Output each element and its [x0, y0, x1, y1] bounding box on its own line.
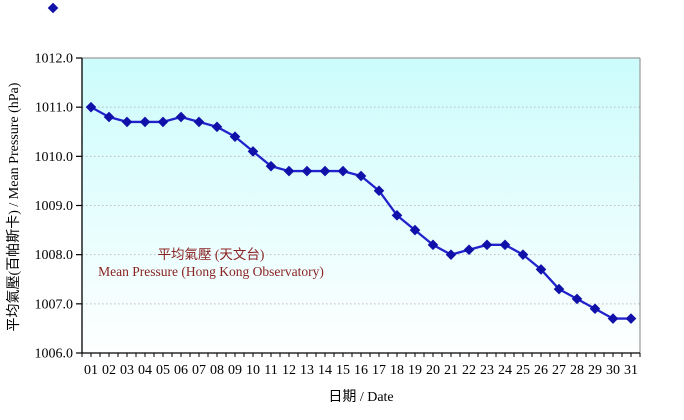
data-point-marker [517, 249, 529, 260]
x-tick-label: 30 [606, 363, 620, 378]
x-tick-label: 26 [534, 363, 548, 378]
data-point-marker [409, 224, 421, 236]
x-tick-label: 08 [210, 363, 224, 378]
x-tick-label: 25 [516, 363, 530, 378]
x-tick-label: 14 [318, 363, 332, 378]
x-tick-label: 23 [480, 363, 494, 378]
data-point-marker [103, 111, 115, 123]
data-point-marker [535, 264, 547, 275]
x-tick-label: 29 [588, 363, 602, 378]
x-tick-label: 15 [336, 363, 350, 378]
y-tick-label: 1008.0 [35, 248, 74, 263]
y-tick-label: 1010.0 [35, 150, 74, 165]
series-legend: 平均氣壓 (天文台) Mean Pressure (Hong Kong Obse… [82, 246, 340, 280]
x-axis-title: 日期 / Date [328, 390, 394, 405]
y-axis-ticks: 1006.0 1007.0 1008.0 1009.0 1010.0 1011.0 1012… [35, 52, 82, 362]
y-axis-title: 平均氣壓(百帕斯卡) / Mean Pressure (hPa) [7, 82, 22, 332]
data-point-marker [445, 249, 457, 260]
x-tick-label: 12 [282, 363, 296, 378]
data-point-marker [283, 165, 295, 177]
x-tick-label: 18 [390, 363, 404, 378]
data-point-marker [571, 293, 583, 305]
legend-label-chinese: 平均氣壓 (天文台) [157, 247, 265, 262]
legend-label-english: Mean Pressure (Hong Kong Observatory) [98, 264, 324, 279]
x-tick-label: 22 [462, 363, 476, 378]
data-point-marker [463, 244, 475, 256]
data-point-marker [625, 313, 637, 324]
x-tick-label: 11 [264, 363, 277, 378]
x-tick-label: 28 [570, 363, 584, 378]
x-tick-label: 20 [426, 363, 440, 378]
data-point-marker [139, 116, 151, 128]
data-point-marker [553, 283, 565, 295]
data-point-marker [157, 116, 169, 128]
x-tick-label: 24 [498, 363, 512, 378]
data-point-marker [85, 101, 97, 113]
data-point-marker [319, 165, 331, 177]
y-tick-label: 1009.0 [35, 199, 74, 214]
x-tick-label: 09 [228, 363, 242, 378]
data-point-marker [121, 116, 133, 128]
data-point-marker [355, 170, 367, 182]
data-point-marker [589, 303, 601, 315]
x-tick-label: 03 [120, 363, 134, 378]
x-tick-label: 06 [174, 363, 188, 378]
data-point-marker [47, 2, 59, 14]
data-point-marker [427, 239, 439, 251]
series-markers [85, 101, 637, 324]
plot-area [82, 58, 640, 353]
data-point-marker [373, 185, 385, 197]
x-tick-label: 27 [552, 363, 566, 378]
data-point-marker [607, 313, 619, 324]
data-point-marker [229, 131, 241, 142]
data-point-marker [193, 116, 205, 128]
x-tick-label: 02 [102, 363, 116, 378]
x-tick-label: 10 [246, 363, 260, 378]
data-point-marker [337, 165, 349, 177]
data-point-marker [481, 239, 493, 251]
x-tick-label: 17 [372, 363, 386, 378]
x-tick-label: 13 [300, 363, 314, 378]
data-point-marker [301, 165, 313, 177]
y-tick-label: 1012.0 [35, 52, 74, 67]
x-tick-label: 04 [138, 363, 152, 378]
y-tick-label: 1006.0 [35, 347, 74, 362]
data-point-marker [175, 111, 187, 123]
x-axis-ticks: 01 02 03 04 05 06 07 08 09 10 11 12 13 14 15 16 17 18 19 20… [81, 353, 641, 378]
x-tick-label: 31 [624, 363, 638, 378]
x-tick-label: 07 [192, 363, 206, 378]
legend-marker-icon [47, 2, 59, 14]
data-point-marker [265, 160, 277, 172]
x-tick-label: 01 [84, 363, 98, 378]
x-tick-label: 16 [354, 363, 368, 378]
x-tick-label: 05 [156, 363, 170, 378]
data-point-marker [391, 210, 403, 221]
x-tick-label: 19 [408, 363, 422, 378]
y-tick-label: 1007.0 [35, 297, 74, 312]
y-tick-label: 1011.0 [35, 101, 73, 116]
data-point-marker [211, 121, 223, 133]
data-point-marker [247, 146, 259, 157]
x-tick-label: 21 [444, 363, 458, 378]
data-point-marker [499, 239, 511, 251]
